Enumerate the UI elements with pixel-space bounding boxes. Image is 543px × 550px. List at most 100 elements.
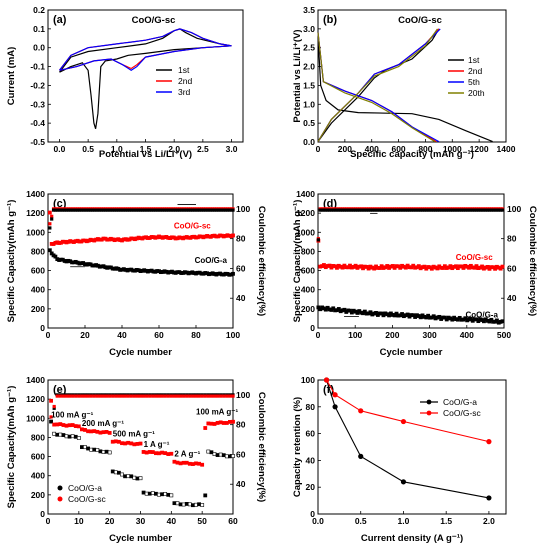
capacity-point-CoO/G-sc bbox=[184, 460, 189, 465]
efficiency-point-CoO/G-a bbox=[350, 208, 354, 212]
efficiency-point-CoO/G-a bbox=[394, 208, 399, 212]
efficiency-point-CoO/G-a bbox=[76, 208, 80, 212]
x-tick-label: 1400 bbox=[497, 144, 516, 154]
x-tick-label: 10 bbox=[74, 516, 84, 526]
efficiency-point-CoO/G-a bbox=[335, 208, 339, 212]
efficiency-point-CoO/G-a bbox=[183, 208, 187, 212]
y-axis-label: Specific Capacity(mAh g⁻¹) bbox=[6, 200, 17, 323]
capacity-point-CoO/G-a bbox=[101, 450, 106, 454]
efficiency-point-CoO/G-sc bbox=[148, 394, 152, 398]
series-point-CoO/G-a bbox=[486, 495, 492, 501]
efficiency-point-CoO/G-a bbox=[66, 208, 70, 212]
efficiency-point-CoO/G-sc bbox=[222, 394, 226, 398]
series-point-CoO/G-sc bbox=[323, 377, 330, 383]
legend-label: 2nd bbox=[468, 66, 482, 76]
efficiency-point-CoO/G-a bbox=[487, 208, 492, 212]
capacity-point-CoO/G-sc bbox=[147, 450, 152, 454]
y-tick-label: 3.5 bbox=[303, 5, 315, 15]
efficiency-point-CoO/G-a bbox=[85, 208, 89, 212]
y-tick-label: -0.4 bbox=[30, 118, 45, 128]
capacity-point-CoO/G-a bbox=[231, 454, 235, 458]
capacity-point-CoO/G-sc bbox=[126, 440, 131, 445]
efficiency-point-CoO/G-a bbox=[87, 208, 91, 212]
capacity-point-CoO/G-a bbox=[55, 432, 60, 437]
panel-b: 0 200 400 600 800 1000 1200 1400 0.0 0.5 1.0 1.5 2.0… bbox=[292, 5, 516, 160]
capacity-point-CoO/G-a bbox=[123, 474, 127, 479]
efficiency-point-CoO/G-a bbox=[456, 208, 460, 212]
capacity-point-CoO/G-a bbox=[184, 502, 189, 506]
capacity-point-CoO/G-sc bbox=[231, 233, 235, 238]
efficiency-point-CoO/G-a bbox=[357, 208, 361, 212]
efficiency-point-CoO/G-a bbox=[88, 208, 93, 212]
x-tick-label: 800 bbox=[418, 144, 432, 154]
efficiency-point-CoO/G-a bbox=[363, 208, 367, 212]
efficiency-point-CoO/G-a bbox=[422, 208, 426, 212]
x-axis-label: Specific capacity (mAh g⁻¹) bbox=[350, 149, 474, 160]
legend-label: 5th bbox=[468, 77, 480, 87]
capacity-point-CoO/G-sc bbox=[138, 441, 143, 446]
efficiency-point-CoO/G-a bbox=[131, 208, 135, 212]
y-tick-label: 400 bbox=[301, 285, 315, 295]
efficiency-point-CoO/G-a bbox=[348, 208, 352, 212]
panel-label: (e) bbox=[53, 384, 67, 396]
efficiency-point-CoO/G-a bbox=[368, 208, 373, 212]
efficiency-point-CoO/G-a bbox=[98, 208, 102, 212]
y-tick-label: 400 bbox=[31, 471, 45, 481]
y-tick-label: -0.3 bbox=[30, 99, 45, 109]
efficiency-point-CoO/G-sc bbox=[169, 394, 173, 398]
y-tick-label: 0.2 bbox=[33, 5, 45, 15]
efficiency-point-CoO/G-a bbox=[225, 208, 230, 212]
capacity-point-CoO/G-a bbox=[163, 492, 168, 496]
x-tick-label: 400 bbox=[460, 330, 474, 340]
capacity-point-CoO/G-sc bbox=[95, 429, 100, 434]
y-tick-label: 600 bbox=[31, 266, 45, 276]
x-tick-label: 200 bbox=[385, 330, 399, 340]
efficiency-point-CoO/G-sc bbox=[80, 394, 84, 398]
x-tick-label: 2.5 bbox=[197, 144, 209, 154]
efficiency-point-CoO/G-a bbox=[359, 208, 363, 212]
efficiency-point-CoO/G-a bbox=[355, 208, 360, 212]
capacity-point-CoO/G-a bbox=[126, 474, 131, 479]
capacity-point-CoO/G-sc bbox=[52, 422, 57, 427]
efficiency-point-CoO/G-sc bbox=[104, 394, 109, 398]
capacity-point-CoO/G-sc bbox=[120, 441, 124, 446]
capacity-point-CoO/G-sc bbox=[150, 450, 155, 454]
efficiency-point-CoO/G-a bbox=[391, 208, 395, 212]
efficiency-point-CoO/G-a bbox=[116, 208, 120, 212]
efficiency-point-CoO/G-a bbox=[452, 208, 456, 212]
efficiency-point-CoO/G-a bbox=[100, 208, 104, 212]
capacity-point-CoO/G-a bbox=[89, 447, 94, 452]
efficiency-point-CoO/G-a bbox=[198, 208, 202, 212]
efficiency-point-CoO/G-a bbox=[448, 208, 453, 212]
x-tick-label: 50 bbox=[197, 516, 207, 526]
capacity-point-CoO/G-a bbox=[86, 446, 90, 451]
capacity-point-CoO/G-sc bbox=[67, 423, 72, 428]
efficiency-point-CoO/G-sc bbox=[228, 394, 232, 398]
efficiency-point-CoO/G-a bbox=[135, 208, 139, 212]
efficiency-point-CoO/G-a bbox=[190, 208, 194, 212]
capacity-point-CoO/G-a bbox=[500, 319, 505, 324]
capacity-point-CoO/G-sc bbox=[163, 451, 168, 456]
capacity-point-CoO/G-a bbox=[113, 470, 118, 475]
y-tick-label: -0.5 bbox=[30, 137, 45, 147]
series-point-CoO/G-a bbox=[358, 453, 364, 459]
efficiency-point-CoO/G-a bbox=[443, 208, 447, 212]
capacity-point-CoO/G-sc bbox=[187, 461, 192, 466]
capacity-point-CoO/G-a bbox=[135, 476, 140, 481]
efficiency-point-CoO/G-a bbox=[61, 208, 65, 212]
capacity-point-CoO/G-sc bbox=[135, 442, 140, 446]
x-tick-label: 20 bbox=[105, 516, 115, 526]
efficiency-point-CoO/G-a bbox=[218, 208, 222, 212]
y-tick-label: 1400 bbox=[26, 375, 45, 385]
y-tick-label: 20 bbox=[306, 482, 316, 492]
efficiency-point-CoO/G-a bbox=[64, 208, 69, 212]
capacity-point-CoO/G-a bbox=[92, 447, 97, 452]
x-tick-label: 20 bbox=[80, 330, 90, 340]
capacity-point-CoO/G-a bbox=[76, 436, 81, 440]
efficiency-point-CoO/G-a bbox=[493, 208, 497, 212]
efficiency-point-CoO/G-a bbox=[209, 208, 213, 212]
efficiency-point-CoO/G-a bbox=[413, 208, 417, 212]
efficiency-point-CoO/G-a bbox=[404, 208, 408, 212]
capacity-point-CoO/G-a bbox=[197, 502, 201, 507]
efficiency-point-CoO/G-sc bbox=[175, 394, 180, 398]
